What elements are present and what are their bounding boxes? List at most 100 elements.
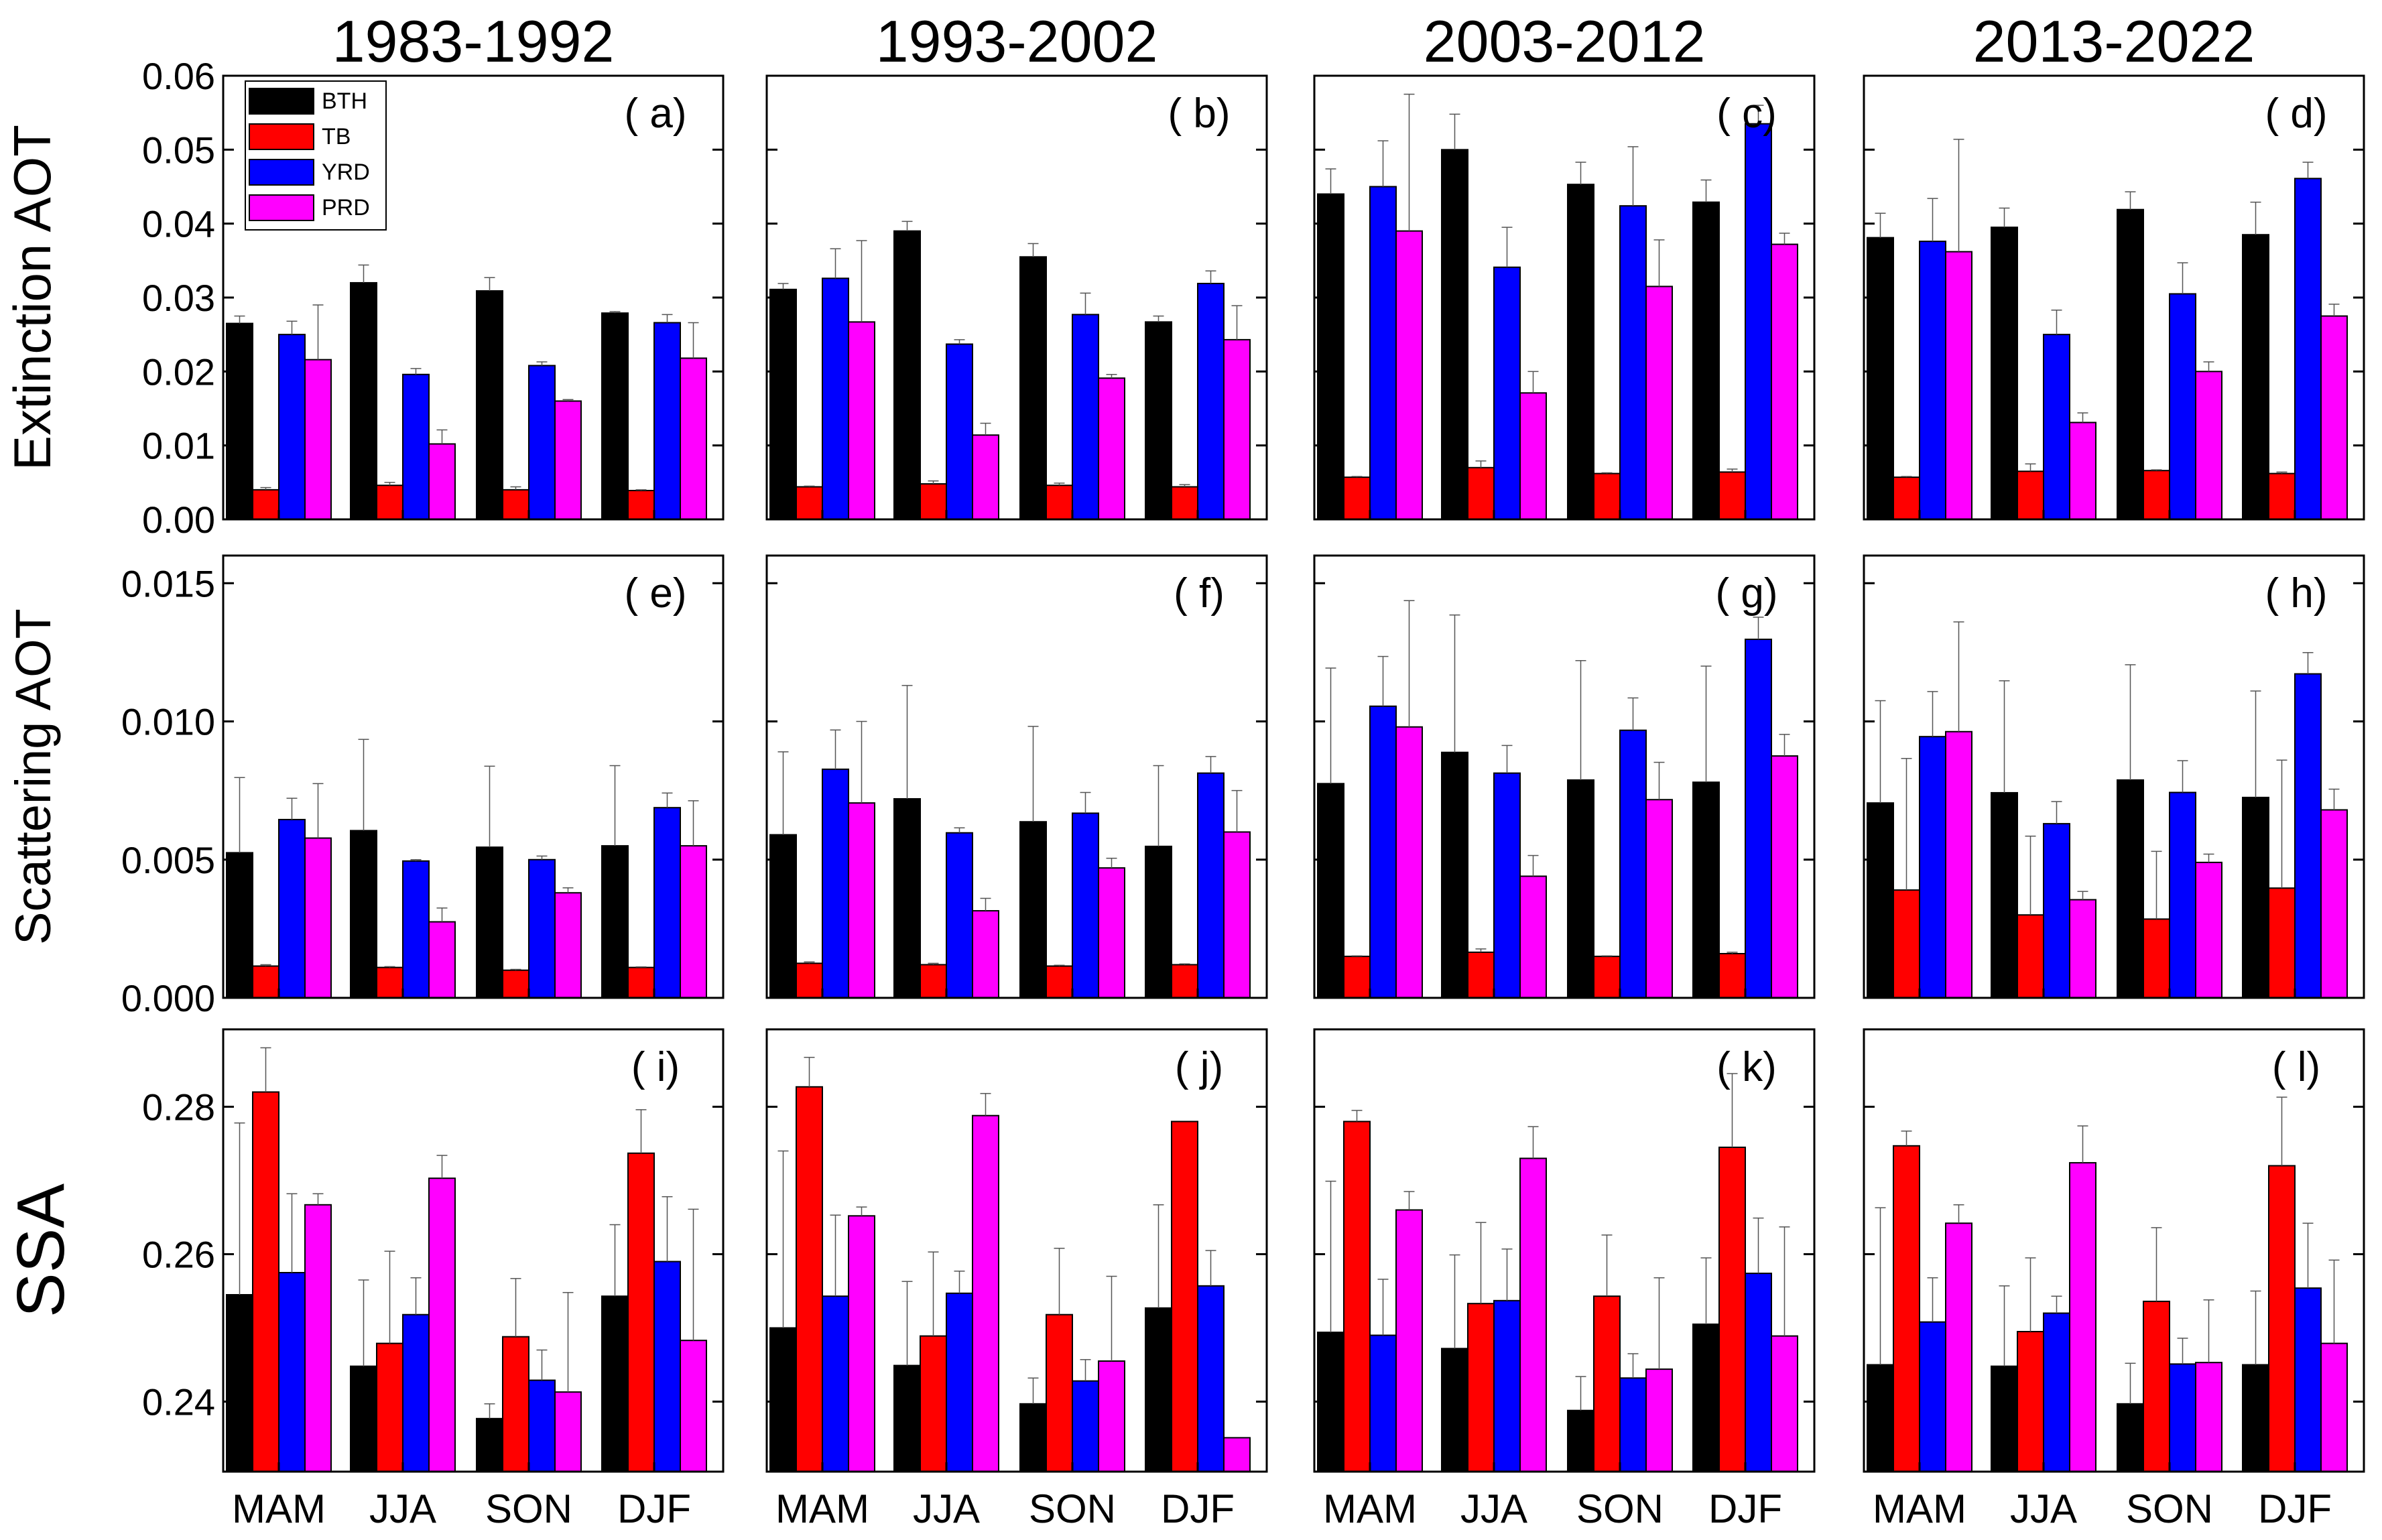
bar-yrd <box>2169 791 2196 999</box>
bar-yrd <box>946 832 973 999</box>
bar-bth <box>769 1327 797 1472</box>
bar-yrd <box>1072 812 1099 999</box>
period-title: 2013-2022 <box>1973 8 2255 74</box>
panel-frame <box>222 554 725 999</box>
bar-yrd <box>402 1313 430 1472</box>
bar-bth <box>1019 1403 1047 1473</box>
bar-bth <box>1019 821 1047 999</box>
panel: ( d) <box>1863 74 2365 521</box>
panel: MAM JJA SON DJF ( l) <box>1863 1028 2365 1531</box>
bar-prd <box>2069 422 2096 520</box>
bar-prd <box>1395 726 1423 999</box>
bar-prd <box>554 400 582 521</box>
bar-bth <box>1867 237 1894 520</box>
bar-tb <box>2143 470 2170 520</box>
bar-yrd <box>2043 1312 2070 1472</box>
bar-yrd <box>1369 1334 1397 1472</box>
period-titles: 1983-1992 1993-2002 2003-2012 2013-2022 <box>332 8 2255 74</box>
bar-bth <box>350 830 377 999</box>
bar-tb <box>1467 951 1495 999</box>
x-tick-label: SON <box>1576 1486 1664 1531</box>
bar-yrd <box>1745 638 1772 999</box>
bar-prd <box>428 1177 456 1472</box>
bar-yrd <box>653 1261 681 1472</box>
bar-bth <box>350 281 377 520</box>
bar-yrd <box>2169 293 2196 520</box>
panel: MAM JJA SON DJF ( k) <box>1313 1028 1816 1531</box>
bar-tb <box>1171 1120 1198 1472</box>
y-tick-label: 0.00 <box>142 499 215 541</box>
bar-bth <box>2242 1364 2269 1472</box>
bar-yrd <box>2043 823 2070 999</box>
bar-bth <box>769 834 797 999</box>
y-tick-label: 0.010 <box>121 701 215 743</box>
bar-yrd <box>402 860 430 999</box>
x-tick-label: MAM <box>232 1486 326 1531</box>
period-title: 1983-1992 <box>332 8 615 74</box>
bar-bth <box>226 852 253 999</box>
y-tick-label: 0.04 <box>142 203 215 245</box>
bar-tb <box>2017 470 2044 520</box>
bar-bth <box>226 322 253 520</box>
bar-prd <box>972 1114 999 1472</box>
x-tick-label: SON <box>485 1486 572 1531</box>
y-tick-label: 0.015 <box>121 562 215 604</box>
x-tick-label: DJF <box>1161 1486 1235 1531</box>
bar-bth <box>476 1417 503 1473</box>
bar-tb <box>920 483 947 520</box>
x-tick-label: DJF <box>2258 1486 2332 1531</box>
bar-bth <box>893 1364 921 1472</box>
bar-bth <box>226 1294 253 1472</box>
bar-yrd <box>1619 1377 1647 1473</box>
bar-yrd <box>946 1292 973 1473</box>
y-tick-label: 0.06 <box>142 55 215 97</box>
bar-bth <box>1567 779 1594 999</box>
bar-tb <box>796 1086 823 1473</box>
bar-tb <box>2143 1300 2170 1473</box>
bar-prd <box>2069 1162 2096 1472</box>
bar-prd <box>554 892 582 999</box>
bar-tb <box>1893 1145 1920 1473</box>
bar-tb <box>627 1152 655 1473</box>
bar-prd <box>554 1391 582 1472</box>
bar-prd <box>304 359 332 520</box>
legend-swatch-yrd <box>249 159 314 186</box>
bar-prd <box>848 1215 875 1473</box>
bar-prd <box>1098 1360 1125 1472</box>
bar-bth <box>893 798 921 999</box>
bar-prd <box>2195 1362 2222 1472</box>
bar-yrd <box>1072 1380 1099 1472</box>
bar-yrd <box>2043 334 2070 520</box>
bar-prd <box>1098 377 1125 520</box>
bar-tb <box>1718 1147 1746 1472</box>
legend-swatch-prd <box>249 194 314 221</box>
panel: MAM JJA SON DJF ( j) <box>765 1028 1268 1531</box>
bar-tb <box>252 489 279 520</box>
bar-prd <box>1945 1222 1972 1473</box>
x-tick-label: MAM <box>775 1486 869 1531</box>
y-axis-title: Extinction AOT <box>3 125 62 470</box>
bar-tb <box>2268 1165 2296 1472</box>
bar-yrd <box>1493 772 1521 999</box>
bar-bth <box>350 1365 377 1472</box>
bar-yrd <box>1919 241 1946 520</box>
bar-yrd <box>946 343 973 520</box>
bar-bth <box>601 845 629 999</box>
legend: BTH TB YRD PRD <box>245 80 387 231</box>
panel: ( h) <box>1863 554 2365 999</box>
panel-frame <box>765 554 1268 999</box>
x-tick-label: DJF <box>1708 1486 1782 1531</box>
bar-yrd <box>822 1295 849 1472</box>
bar-tb <box>1046 485 1073 520</box>
bar-yrd <box>278 1272 306 1472</box>
bar-bth <box>2117 779 2144 999</box>
bar-prd <box>1771 1335 1798 1472</box>
bar-prd <box>1645 799 1673 999</box>
bar-prd <box>1223 831 1251 999</box>
panel-label: ( d) <box>2265 90 2328 137</box>
bar-tb <box>1467 466 1495 520</box>
bar-yrd <box>2294 178 2322 520</box>
bar-prd <box>680 357 707 520</box>
bar-tb <box>502 1336 529 1472</box>
y-tick-label: 0.26 <box>142 1234 215 1276</box>
